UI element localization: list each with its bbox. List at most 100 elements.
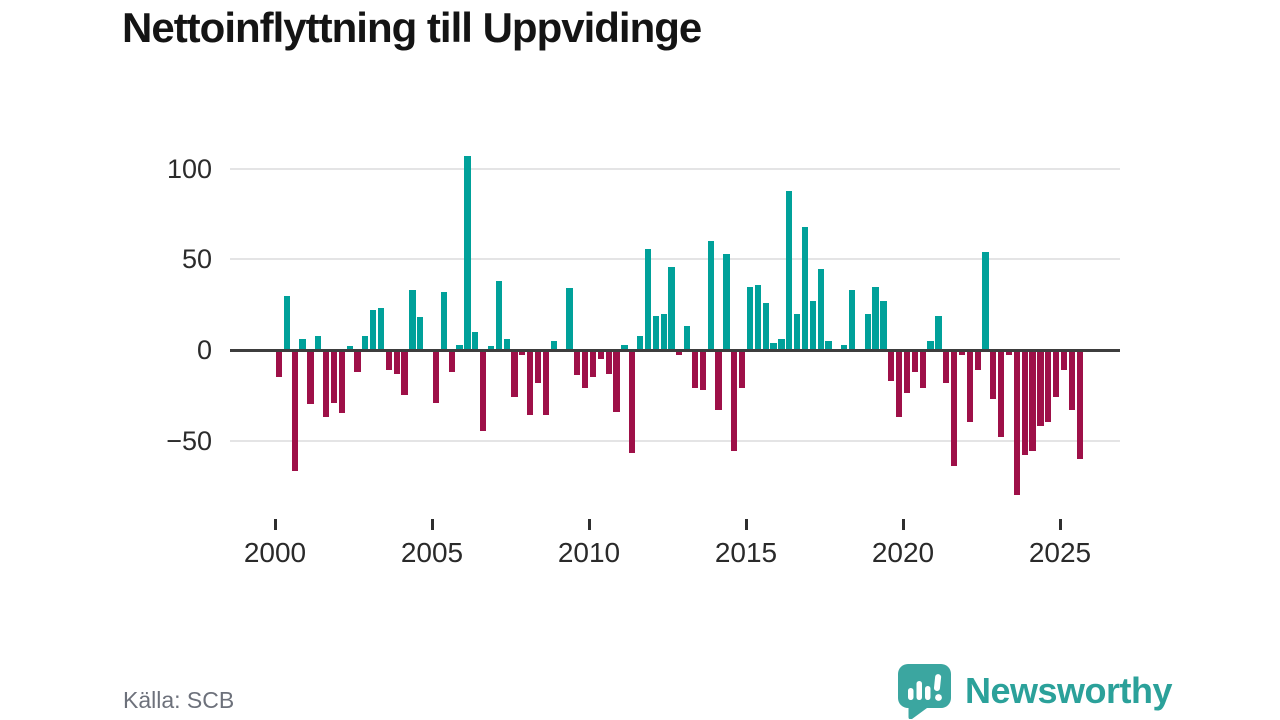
- bar: [974, 350, 981, 370]
- bar: [550, 340, 557, 350]
- bar: [864, 313, 871, 350]
- bar: [723, 254, 730, 350]
- x-axis-tick-label: 2005: [400, 537, 464, 568]
- bar: [1053, 350, 1060, 398]
- bar: [542, 350, 550, 416]
- bar: [1060, 350, 1068, 370]
- bar: [919, 350, 926, 389]
- bar: [307, 350, 314, 405]
- bar: [527, 350, 534, 416]
- bar: [409, 290, 416, 350]
- bar: [1029, 350, 1036, 452]
- bar: [487, 346, 495, 350]
- bar: [872, 286, 879, 350]
- bar: [699, 350, 707, 390]
- bar: [362, 335, 369, 350]
- bar: [629, 350, 636, 454]
- bar: [589, 350, 597, 378]
- chart-title: Nettoinflyttning till Uppvidinge: [122, 4, 702, 51]
- bar: [707, 241, 714, 350]
- y-axis-tick-label: 50: [181, 244, 212, 275]
- bar: [1021, 350, 1028, 455]
- newsworthy-logo: Newsworthy: [897, 663, 1173, 719]
- bar: [574, 350, 581, 376]
- bar: [958, 350, 966, 356]
- bar: [644, 248, 652, 350]
- x-axis-tick-mark: [587, 519, 591, 530]
- source-label: Källa: SCB: [123, 687, 235, 713]
- bar: [1045, 350, 1052, 423]
- bar: [943, 350, 950, 383]
- newsworthy-icon: [897, 664, 951, 719]
- y-axis-tick-label: −50: [166, 425, 212, 456]
- bar: [385, 350, 393, 370]
- bar: [990, 350, 997, 399]
- x-axis-tick-label: 2010: [557, 537, 621, 568]
- bar: [613, 350, 620, 412]
- bar: [299, 339, 306, 350]
- bar: [966, 350, 973, 423]
- bar: [503, 339, 510, 350]
- bar: [809, 301, 816, 350]
- bar: [448, 350, 455, 372]
- bar: [684, 326, 691, 350]
- bar: [1013, 350, 1021, 495]
- bar: [911, 350, 918, 372]
- bar: [1037, 350, 1044, 427]
- bar: [315, 335, 322, 350]
- bar: [393, 350, 400, 374]
- bar: [479, 350, 487, 432]
- bar: [762, 302, 769, 350]
- bar: [440, 292, 447, 350]
- bar: [519, 350, 526, 356]
- bar: [354, 350, 361, 372]
- x-axis-tick-label: 2015: [714, 537, 778, 568]
- bar: [432, 350, 440, 403]
- bar: [346, 346, 353, 350]
- bar: [464, 156, 471, 350]
- bar: [338, 350, 345, 414]
- bar: [746, 286, 754, 350]
- x-axis-tick-mark: [901, 519, 905, 530]
- bar: [691, 350, 699, 389]
- bar: [511, 350, 518, 398]
- bar: [825, 340, 832, 350]
- bar: [778, 339, 785, 350]
- bar: [330, 350, 338, 403]
- x-axis-tick-label: 2020: [871, 537, 935, 568]
- bar: [495, 281, 502, 350]
- bar: [417, 317, 424, 350]
- bar: [801, 226, 809, 350]
- bar: [770, 342, 777, 350]
- bar: [582, 350, 589, 389]
- bar: [597, 350, 604, 360]
- x-axis-tick-label: 2000: [243, 537, 307, 568]
- gridline: [230, 167, 1120, 170]
- bar: [676, 350, 683, 356]
- bar: [982, 252, 989, 350]
- bar: [652, 315, 659, 350]
- x-axis-tick-mark: [744, 519, 748, 530]
- bar: [715, 350, 722, 410]
- bar: [817, 268, 824, 350]
- bar: [401, 350, 408, 396]
- gridline: [230, 439, 1120, 442]
- bar: [903, 350, 911, 394]
- bar: [927, 340, 934, 350]
- bar: [456, 344, 463, 350]
- bar: [896, 350, 903, 417]
- bar: [935, 315, 942, 350]
- bar: [1068, 350, 1075, 410]
- bar: [848, 290, 856, 350]
- y-axis-tick-label: 100: [166, 153, 212, 184]
- bar: [472, 331, 479, 350]
- bar: [636, 335, 644, 350]
- gridline: [230, 258, 1120, 261]
- bar: [275, 350, 283, 378]
- bar: [888, 350, 895, 381]
- bar: [660, 313, 667, 350]
- bar: [566, 288, 573, 350]
- bar: [291, 350, 298, 472]
- bar: [880, 301, 887, 350]
